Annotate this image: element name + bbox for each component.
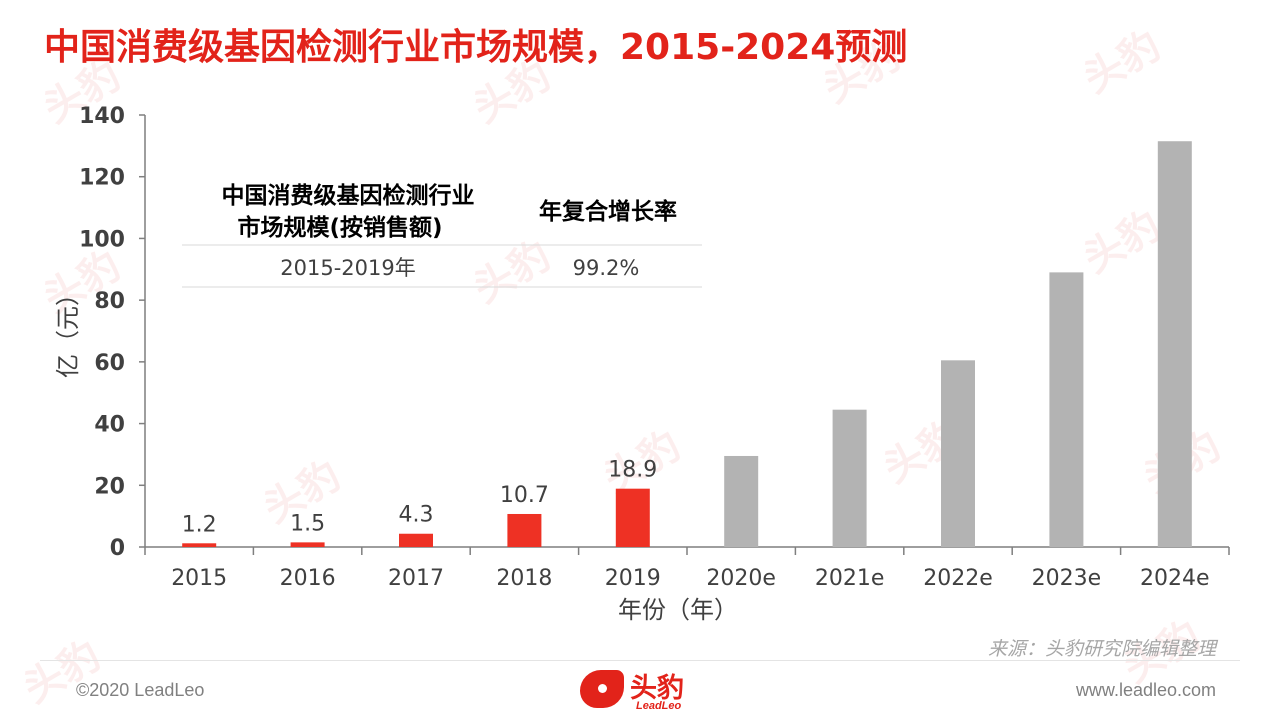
source-note: 来源：头豹研究院编辑整理 (987, 638, 1216, 660)
bar (290, 542, 325, 547)
y-tick-label: 0 (110, 536, 125, 561)
x-tick-label: 2021e (815, 566, 885, 591)
footer-divider (40, 660, 1240, 661)
bar (941, 360, 975, 547)
x-tick-label: 2017 (388, 566, 444, 591)
bar (182, 543, 217, 547)
page-title: 中国消费级基因检测行业市场规模，2015-2024预测 (44, 27, 908, 68)
logo-text-en: LeadLeo (636, 700, 682, 712)
cagr-table: 中国消费级基因检测行业 市场规模(按销售额) 年复合增长率 2015-2019年… (182, 182, 702, 288)
y-tick-label: 140 (79, 104, 125, 129)
x-tick-label: 2015 (171, 566, 227, 591)
bar (832, 409, 867, 547)
data-label: 1.5 (290, 511, 325, 536)
table-cell-cagr: 99.2% (573, 256, 640, 280)
data-label: 18.9 (608, 458, 657, 483)
x-tick-label: 2016 (280, 566, 336, 591)
x-tick-label: 2022e (923, 566, 993, 591)
y-tick-label: 60 (94, 351, 125, 376)
y-axis-title: 亿（元） (54, 282, 82, 378)
y-tick-label: 120 (79, 166, 125, 191)
y-tick-label: 100 (79, 227, 125, 252)
leadleo-logo: 头豹 LeadLeo (574, 664, 714, 718)
table-header-market-line2: 市场规模(按销售额) (237, 214, 442, 241)
bar (399, 533, 433, 547)
data-labels: 1.2 1.5 4.3 10.7 18.9 (182, 458, 658, 538)
table-header-market: 中国消费级基因检测行业 (222, 182, 475, 209)
data-label: 1.2 (182, 512, 217, 537)
table-header-cagr: 年复合增长率 (539, 198, 677, 225)
y-tick-label: 20 (94, 474, 125, 499)
y-axis: 0 20 40 60 80 100 120 140 (79, 104, 146, 561)
y-tick-label: 80 (94, 289, 125, 314)
table-cell-period: 2015-2019年 (280, 256, 415, 280)
copyright: ©2020 LeadLeo (76, 680, 205, 700)
x-tick-label: 2023e (1032, 566, 1102, 591)
x-tick-label: 2020e (706, 566, 776, 591)
x-axis-title: 年份（年） (618, 596, 738, 624)
website-link[interactable]: www.leadleo.com (1075, 680, 1216, 700)
y-tick-label: 40 (94, 413, 125, 438)
x-tick-label: 2024e (1140, 566, 1210, 591)
bar (1157, 141, 1192, 547)
bar (1049, 272, 1084, 547)
bar (615, 488, 650, 547)
bars (182, 141, 1192, 547)
x-tick-label: 2019 (605, 566, 661, 591)
x-tick-label: 2018 (496, 566, 552, 591)
data-label: 4.3 (399, 503, 434, 528)
data-label: 10.7 (500, 483, 549, 508)
logo-text-cn: 头豹 (630, 673, 684, 704)
leopard-icon (580, 670, 624, 708)
bar (507, 513, 542, 547)
bar (724, 455, 759, 547)
x-axis: 2015 2016 2017 2018 2019 2020e 2021e 2022e 2023e… (144, 546, 1230, 591)
